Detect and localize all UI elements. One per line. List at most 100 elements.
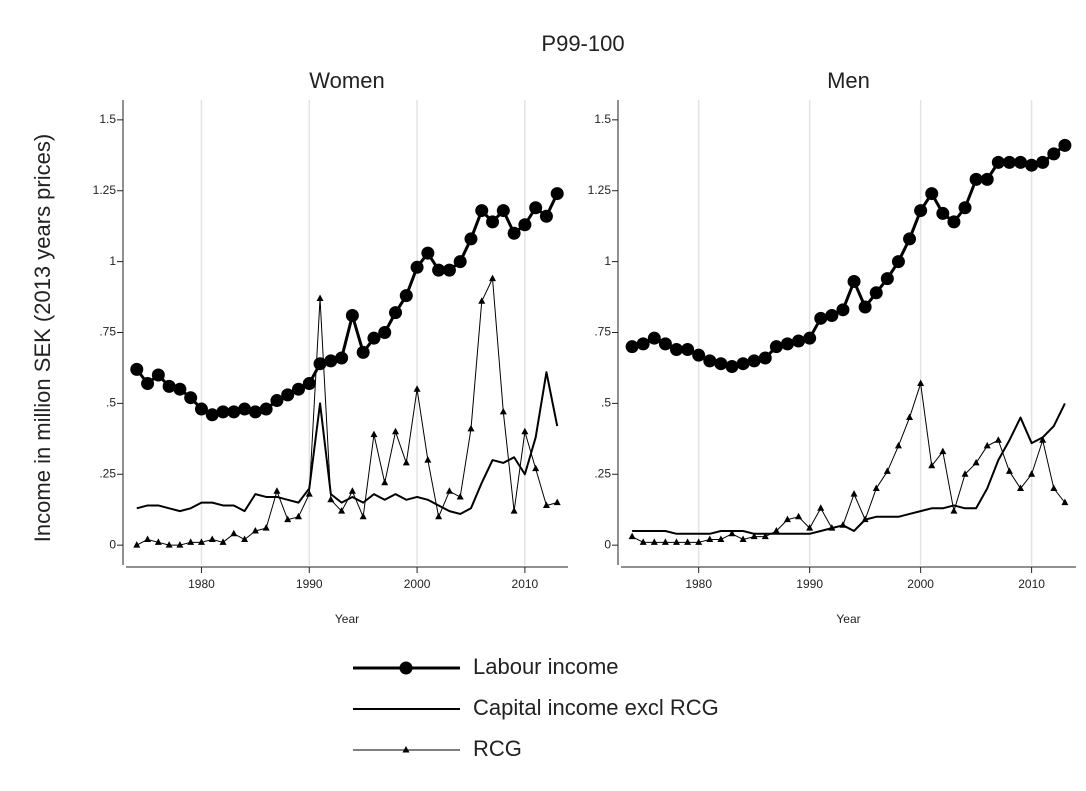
point xyxy=(294,512,302,520)
point xyxy=(906,413,914,421)
point xyxy=(714,357,728,371)
point xyxy=(1047,147,1061,161)
point xyxy=(507,226,521,240)
series-line xyxy=(136,278,558,546)
point xyxy=(903,232,917,246)
y-tick-label: .5 xyxy=(106,396,116,410)
y-tick-label: .25 xyxy=(594,466,611,480)
point xyxy=(994,436,1002,443)
point xyxy=(165,541,173,548)
point xyxy=(839,521,847,528)
point xyxy=(510,507,518,514)
legend-label: Labour income xyxy=(473,654,619,679)
point xyxy=(532,464,540,472)
point xyxy=(1005,467,1013,474)
point xyxy=(184,391,198,405)
point xyxy=(316,294,324,301)
series-line xyxy=(631,383,1066,543)
point xyxy=(1061,498,1069,506)
point xyxy=(747,354,761,368)
x-tick-label: 2010 xyxy=(1018,577,1045,591)
point xyxy=(739,535,747,542)
y-tick-label: 1 xyxy=(109,254,116,268)
point xyxy=(467,424,475,432)
point xyxy=(335,351,349,365)
point xyxy=(861,515,869,523)
point xyxy=(917,379,925,387)
point xyxy=(792,334,806,348)
y-tick-label: 1.5 xyxy=(99,112,116,126)
point xyxy=(187,538,195,545)
point xyxy=(529,201,543,215)
point xyxy=(338,507,346,514)
x-tick-label: 1990 xyxy=(796,577,823,591)
point xyxy=(378,326,392,339)
point xyxy=(324,354,338,368)
point xyxy=(672,538,680,545)
point xyxy=(1025,158,1039,172)
point xyxy=(410,260,424,274)
point xyxy=(367,331,381,345)
point xyxy=(806,524,814,531)
y-tick-label: 0 xyxy=(604,537,611,551)
point xyxy=(1028,470,1036,477)
point xyxy=(305,490,313,497)
point xyxy=(703,354,717,368)
y-tick-label: 0 xyxy=(109,537,116,551)
point xyxy=(658,337,672,351)
point xyxy=(1002,155,1016,169)
y-axis-title: Income in million SEK (2013 years prices… xyxy=(30,134,55,542)
point xyxy=(489,274,497,282)
point xyxy=(625,340,639,354)
point xyxy=(880,272,894,286)
point xyxy=(262,524,270,531)
point xyxy=(725,360,739,374)
point xyxy=(154,538,162,545)
point xyxy=(1039,436,1047,443)
point xyxy=(817,504,825,511)
point xyxy=(542,501,550,508)
point xyxy=(828,524,836,531)
point xyxy=(825,308,839,322)
point xyxy=(499,407,507,415)
point xyxy=(151,368,165,382)
point xyxy=(496,204,510,218)
point xyxy=(980,172,994,186)
point xyxy=(706,535,714,542)
point xyxy=(925,187,939,201)
point xyxy=(1017,484,1025,491)
point xyxy=(650,538,658,545)
point xyxy=(176,541,184,548)
point xyxy=(241,535,249,542)
point xyxy=(475,204,489,218)
point xyxy=(914,204,928,218)
point xyxy=(758,351,772,365)
point xyxy=(453,255,467,269)
x-axis-title: Year xyxy=(836,612,860,626)
point xyxy=(636,337,650,351)
point xyxy=(238,402,252,416)
y-tick-label: 1.5 xyxy=(594,112,611,126)
point xyxy=(259,402,273,416)
point xyxy=(130,362,144,376)
y-tick-label: 1 xyxy=(604,254,611,268)
chart-title: P99-100 xyxy=(541,31,624,56)
point xyxy=(230,529,238,537)
legend-marker xyxy=(402,746,410,753)
point xyxy=(399,289,413,303)
point xyxy=(939,447,947,455)
series-line xyxy=(632,402,1066,535)
point xyxy=(284,515,292,523)
point xyxy=(345,308,359,322)
point xyxy=(424,456,432,463)
point xyxy=(991,155,1005,169)
y-tick-label: .5 xyxy=(601,396,611,410)
point xyxy=(950,507,958,514)
point xyxy=(141,377,155,391)
point xyxy=(435,512,443,520)
point xyxy=(478,297,486,304)
point xyxy=(539,209,553,223)
point xyxy=(1050,484,1058,491)
